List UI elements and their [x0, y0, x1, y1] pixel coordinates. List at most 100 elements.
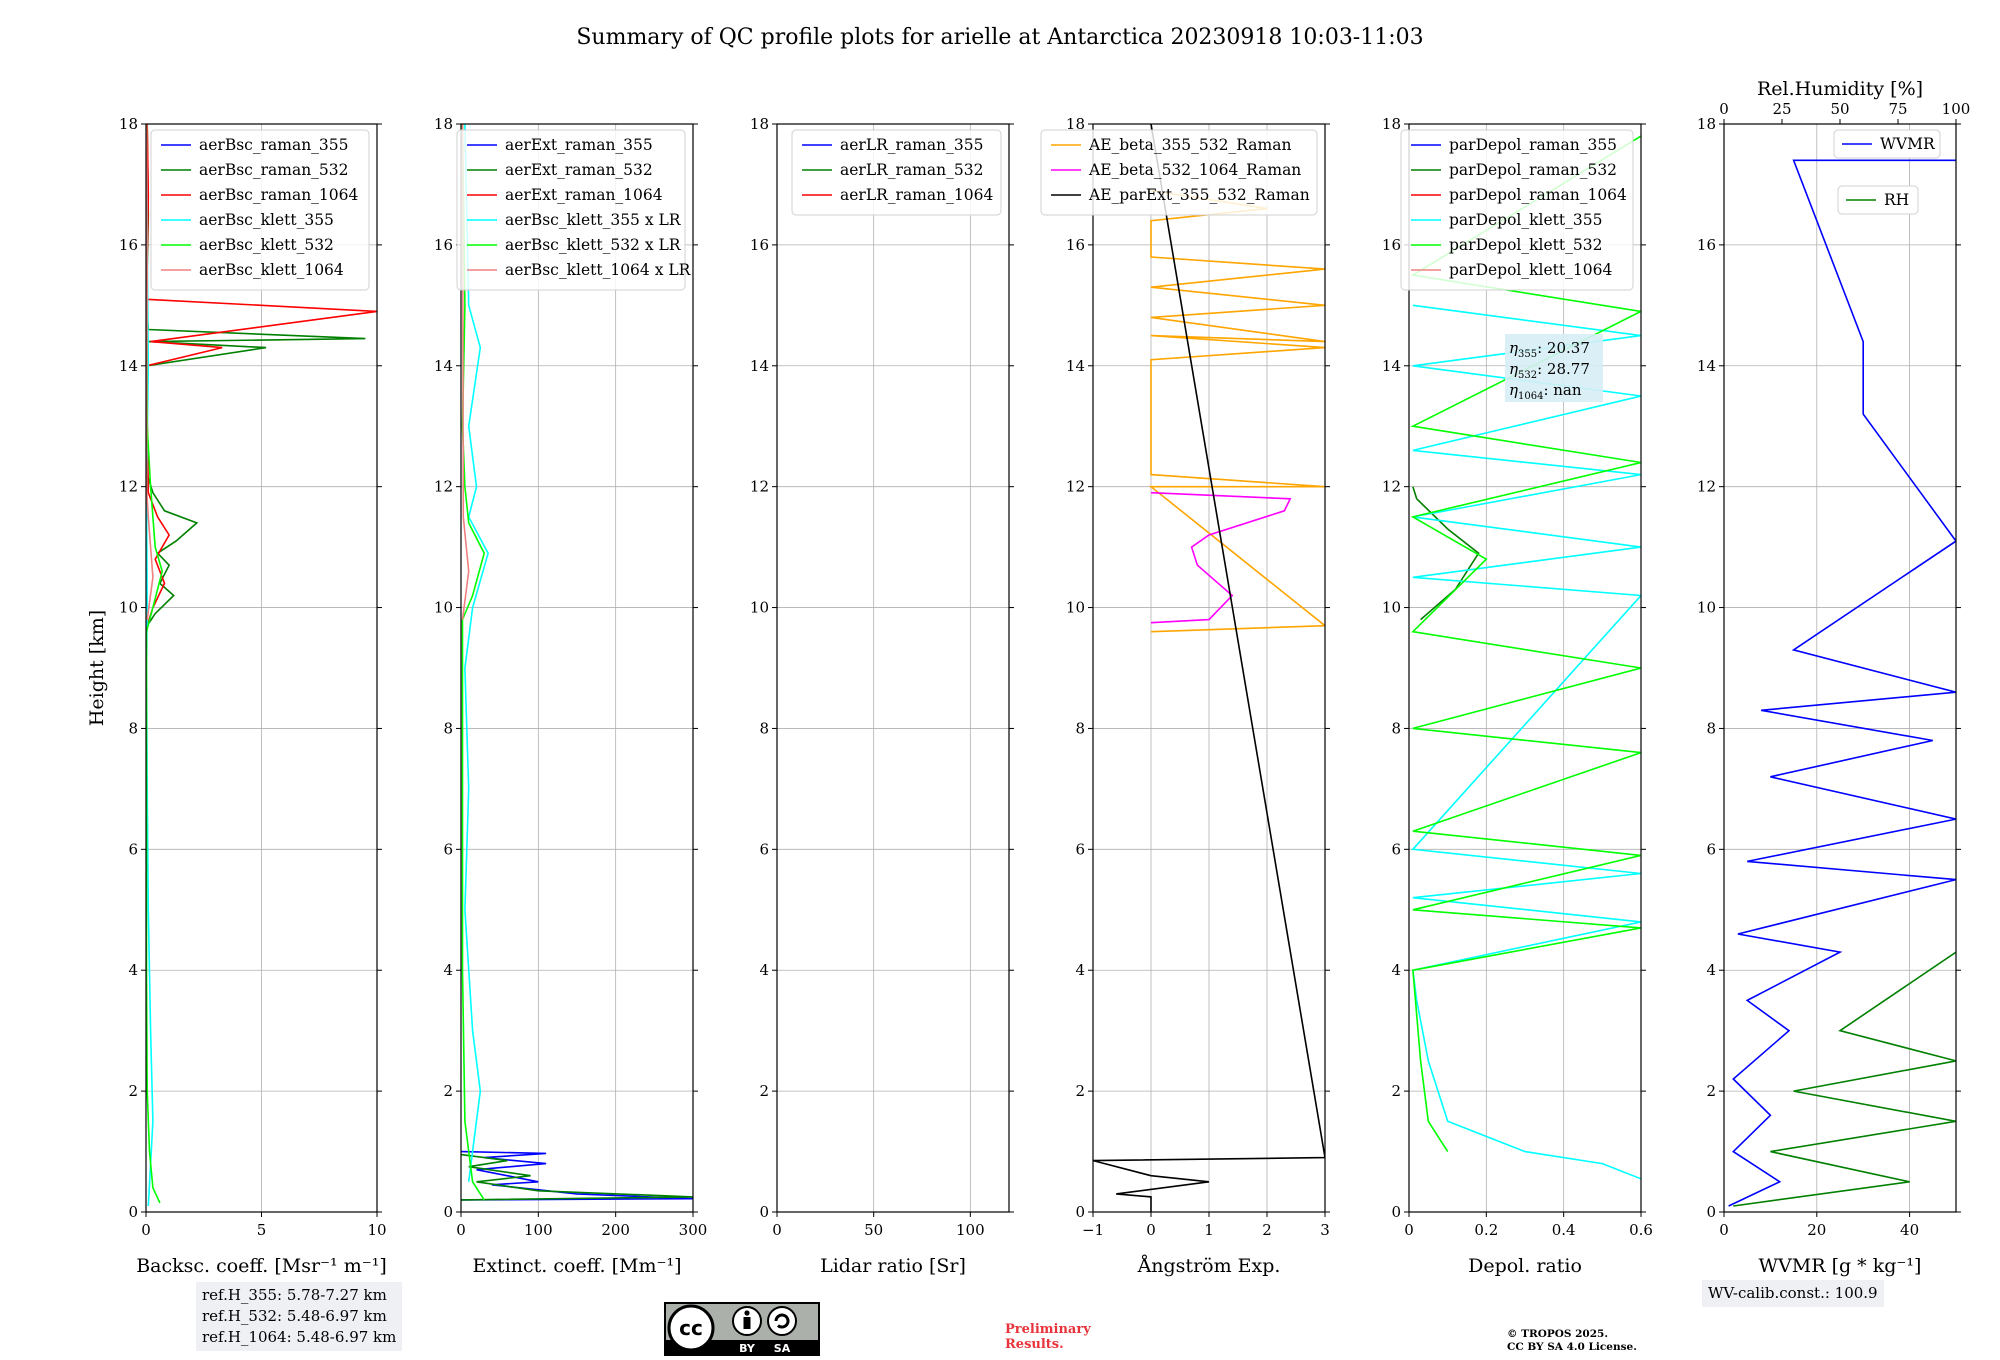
series-line-parDepol_klett_355 — [1411, 304, 1641, 1180]
reference-height-box: ref.H_355: 5.78-7.27 km ref.H_532: 5.48-… — [196, 1282, 403, 1351]
eta-value: : 28.77 — [1537, 360, 1590, 378]
y-tick-label: 16 — [434, 236, 453, 254]
x-tick-label: 0 — [1404, 1221, 1414, 1239]
wv-calib-text: WV-calib.const.: 100.9 — [1708, 1284, 1878, 1302]
y-tick-label: 16 — [1697, 236, 1716, 254]
legend-box — [791, 129, 1002, 216]
top-x-tick-label: 0 — [1719, 100, 1729, 118]
legend-entry: aerBsc_raman_1064 — [199, 186, 359, 204]
legend-entry: aerBsc_klett_355 — [199, 211, 334, 229]
x-axis-label: WVMR [g * kg⁻¹] — [1759, 1255, 1922, 1277]
series-line-AE_beta_355_532_Raman — [1148, 189, 1325, 633]
legend-entry: AE_parExt_355_532_Raman — [1088, 186, 1310, 204]
legend-entry: parDepol_klett_1064 — [1449, 261, 1612, 279]
y-tick-label: 10 — [434, 599, 453, 617]
y-tick-label: 4 — [128, 961, 138, 979]
y-tick-label: 16 — [1066, 236, 1085, 254]
eta-symbol: η — [1509, 339, 1518, 357]
y-tick-label: 18 — [1066, 115, 1085, 133]
y-tick-label: 10 — [1066, 599, 1085, 617]
copyright-line-2: CC BY SA 4.0 License. — [1507, 1341, 1637, 1353]
x-tick-label: 40 — [1900, 1221, 1919, 1239]
cc-by-sa-license-badge: cc BY SA — [664, 1302, 820, 1356]
y-tick-label: 14 — [434, 357, 453, 375]
legend-entry: parDepol_klett_355 — [1449, 211, 1602, 229]
y-tick-label: 6 — [128, 840, 138, 858]
preliminary-line-2: Results. — [1005, 1337, 1064, 1352]
ref-height-532: ref.H_532: 5.48-6.97 km — [202, 1307, 387, 1325]
legend-box — [1837, 185, 1919, 215]
series-line-AE_beta_532_1064_Raman — [1150, 491, 1292, 624]
y-tick-label: 14 — [750, 357, 769, 375]
y-tick-label: 14 — [1382, 357, 1401, 375]
y-tick-label: 12 — [1066, 478, 1085, 496]
y-tick-label: 0 — [1075, 1203, 1085, 1221]
top-x-tick-label: 100 — [1942, 100, 1971, 118]
y-tick-label: 8 — [759, 719, 769, 737]
y-tick-label: 12 — [1382, 478, 1401, 496]
y-tick-label: 4 — [1391, 961, 1401, 979]
x-tick-label: 0 — [456, 1221, 466, 1239]
x-tick-label: 0 — [1146, 1221, 1156, 1239]
legend-entry: parDepol_raman_355 — [1449, 136, 1617, 154]
x-axis-label: Ångström Exp. — [1137, 1255, 1281, 1277]
top-x-tick-label: 50 — [1830, 100, 1849, 118]
data-lines — [1410, 135, 1641, 1180]
preliminary-results-note: Preliminary Results. — [1005, 1322, 1125, 1352]
y-tick-label: 8 — [1706, 719, 1716, 737]
x-tick-label: 100 — [956, 1221, 985, 1239]
x-tick-label: 10 — [367, 1221, 386, 1239]
series-line-AE_parExt_355_532_Raman — [1093, 124, 1325, 1212]
y-tick-label: 10 — [1382, 599, 1401, 617]
y-tick-label: 6 — [1391, 840, 1401, 858]
x-tick-label: 50 — [864, 1221, 883, 1239]
eta-symbol: η — [1509, 360, 1518, 378]
x-tick-label: −1 — [1082, 1221, 1104, 1239]
y-tick-label: 2 — [1706, 1082, 1716, 1100]
y-tick-label: 12 — [434, 478, 453, 496]
series-line-aerBsc_klett_1064 x LR — [461, 124, 470, 620]
y-tick-label: 0 — [1391, 1203, 1401, 1221]
y-tick-label: 16 — [119, 236, 138, 254]
panel-frame — [1723, 123, 1957, 1213]
y-tick-label: 10 — [119, 599, 138, 617]
x-axis-label: Lidar ratio [Sr] — [820, 1255, 966, 1277]
panel-5: 0 2 4 6 8 10 12 14 16 18 0 0.2 0.4 0.6 Depol. ratio par… — [1382, 115, 1653, 1277]
legend-entry: aerLR_raman_355 — [840, 136, 983, 154]
y-tick-label: 16 — [1382, 236, 1401, 254]
y-tick-label: 12 — [750, 478, 769, 496]
legend-entry: aerLR_raman_532 — [840, 161, 983, 179]
y-tick-label: 16 — [750, 236, 769, 254]
panel-3: 0 2 4 6 8 10 12 14 16 18 0 50 100 Lidar ratio [Sr] aer… — [750, 115, 1014, 1277]
data-lines — [1728, 159, 1956, 1207]
legend-entry: aerExt_raman_532 — [505, 161, 653, 179]
legend-entry: aerBsc_klett_1064 x LR — [505, 261, 692, 279]
x-tick-label: 0 — [772, 1221, 782, 1239]
y-tick-label: 14 — [1066, 357, 1085, 375]
y-tick-label: 2 — [759, 1082, 769, 1100]
x-tick-label: 0 — [1719, 1221, 1729, 1239]
panel-2: 0 2 4 6 8 10 12 14 16 18 0 100 200 300 Extinct. coeff.… — [434, 115, 707, 1277]
x-tick-label: 300 — [679, 1221, 708, 1239]
y-tick-label: 18 — [750, 115, 769, 133]
panel-1: 0 2 4 6 8 10 12 14 16 18 0 5 10 Backsc. coeff. [Msr⁻¹… — [119, 115, 387, 1277]
y-tick-label: 12 — [1697, 478, 1716, 496]
series-line-aerBsc_klett_355 x LR — [464, 124, 489, 1182]
y-tick-label: 4 — [1075, 961, 1085, 979]
y-tick-label: 0 — [443, 1203, 453, 1221]
y-tick-label: 2 — [1075, 1082, 1085, 1100]
series-line-parDepol_klett_532 — [1410, 135, 1641, 1153]
series-line-aerExt_raman_532 — [461, 1153, 693, 1201]
y-tick-label: 6 — [759, 840, 769, 858]
y-tick-label: 6 — [1075, 840, 1085, 858]
copyright-note: © TROPOS 2025. CC BY SA 4.0 License. — [1507, 1328, 1637, 1354]
legend-entry: aerBsc_klett_532 — [199, 236, 334, 254]
top-x-tick-label: 25 — [1772, 100, 1791, 118]
x-tick-label: 20 — [1807, 1221, 1826, 1239]
cc-by-text: BY — [739, 1342, 756, 1355]
legend-entry: aerBsc_klett_355 x LR — [505, 211, 682, 229]
x-tick-label: 200 — [601, 1221, 630, 1239]
y-tick-label: 8 — [128, 719, 138, 737]
